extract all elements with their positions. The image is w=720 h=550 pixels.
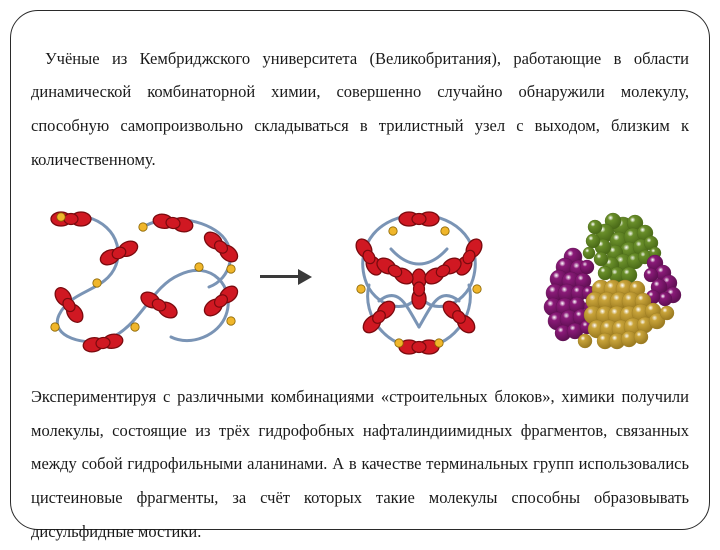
panel-trefoil-knot (319, 197, 519, 357)
molecule-figure (31, 197, 689, 357)
intro-paragraph: Учёные из Кембриджского университета (Ве… (31, 42, 689, 177)
panel-open-chain (31, 197, 256, 357)
body-paragraph: Экспериментируя с различными комбинациям… (31, 380, 689, 549)
panel-spacefill-model (523, 197, 698, 357)
spacefill-svg (523, 197, 698, 357)
trefoil-svg (319, 197, 519, 357)
content-card: Учёные из Кембриджского университета (Ве… (10, 10, 710, 530)
open-chain-svg (31, 197, 256, 357)
reaction-arrow-icon (260, 270, 315, 284)
